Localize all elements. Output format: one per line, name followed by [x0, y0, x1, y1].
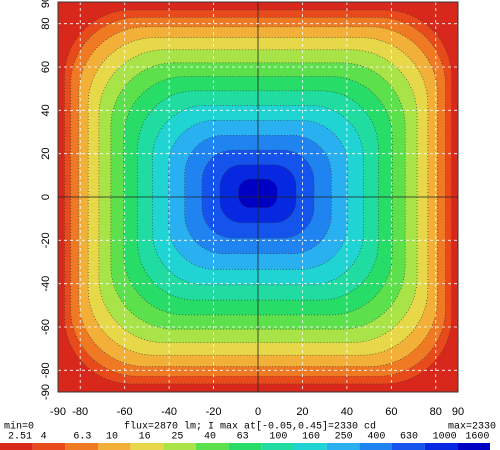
y-tick-label: -60	[40, 319, 52, 335]
colorbar-label: 6.3	[73, 432, 91, 443]
x-tick-label: 20	[296, 406, 308, 418]
x-tick-label: -90	[50, 406, 66, 418]
y-tick-label: -20	[40, 232, 52, 248]
x-tick-label: -40	[161, 406, 177, 418]
colorbar-label: 630	[400, 432, 418, 443]
colorbar-swatch	[294, 443, 327, 450]
colorbar-swatch	[359, 443, 392, 450]
x-tick-label: 0	[255, 406, 261, 418]
x-tick-label: 90	[452, 406, 464, 418]
colorbar-swatch	[261, 443, 294, 450]
colorbar-label: 4	[41, 432, 47, 443]
y-tick-label: -40	[40, 276, 52, 292]
colorbar-swatch	[424, 443, 458, 450]
colorbar-label: 40	[204, 432, 216, 443]
plot-frame	[57, 1, 459, 393]
colorbar-swatch	[98, 443, 131, 450]
colorbar-label: 63	[237, 432, 249, 443]
y-tick-label: 90	[40, 0, 52, 8]
colorbar-label: 1600	[465, 432, 489, 443]
colorbar-label: 400	[367, 432, 385, 443]
x-tick-label: -80	[72, 406, 88, 418]
colorbar-swatch	[65, 443, 98, 450]
y-tick-label: 80	[40, 18, 52, 30]
colorbar-label: 10	[106, 432, 118, 443]
colorbar-label: 100	[269, 432, 287, 443]
colorbar-swatch	[457, 443, 490, 450]
colorbar-label: 25	[171, 432, 183, 443]
colorbar-swatch	[0, 443, 33, 450]
colorbar-label: 16	[139, 432, 151, 443]
colorbar-label: 1000	[433, 432, 457, 443]
x-tick-label: 80	[430, 406, 442, 418]
colorbar-label: 2.51	[8, 432, 32, 443]
x-tick-label: 40	[341, 406, 353, 418]
y-tick-label: -80	[40, 362, 52, 378]
colorbar-swatch	[163, 443, 196, 450]
colorbar-label: 160	[302, 432, 320, 443]
colorbar-swatch	[392, 443, 425, 450]
colorbar-swatch	[196, 443, 229, 450]
colorbar-swatch	[326, 443, 360, 450]
info-label: flux=2870 lm; I max at[-0.05,0.45]=2330 …	[124, 421, 376, 433]
y-tick-label: 20	[40, 148, 52, 160]
min-label: min=0	[4, 421, 34, 433]
y-tick-label: 0	[40, 194, 52, 200]
colorbar-swatch	[130, 443, 164, 450]
colorbar-swatch	[32, 443, 66, 450]
x-tick-label: -60	[117, 406, 133, 418]
y-tick-label: -90	[40, 384, 52, 400]
x-tick-label: 60	[385, 406, 397, 418]
x-tick-label: -20	[206, 406, 222, 418]
colorbar-label: 250	[335, 432, 353, 443]
y-tick-label: 40	[40, 104, 52, 116]
colorbar-swatch	[228, 443, 262, 450]
max-label: max=2330	[448, 422, 496, 433]
y-tick-label: 60	[40, 61, 52, 73]
